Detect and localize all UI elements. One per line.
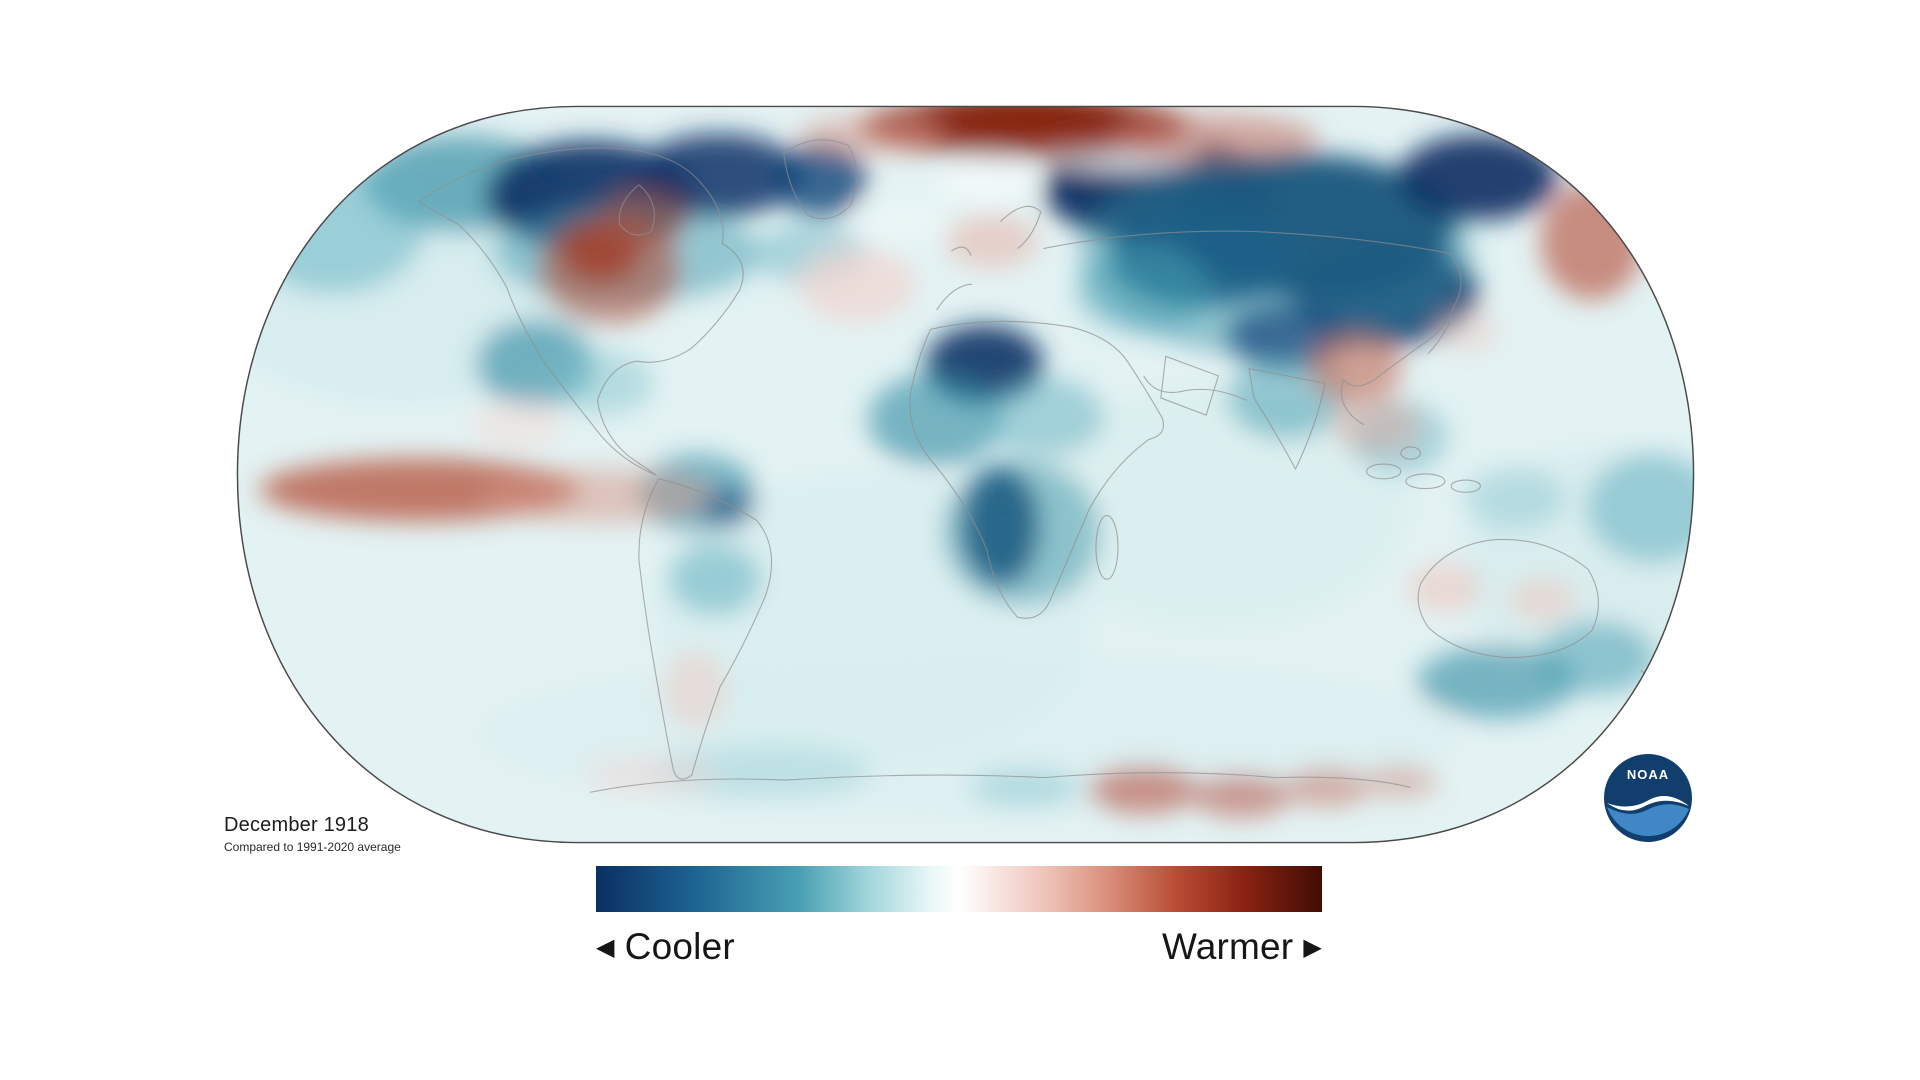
region-south-of-australia-teal (1416, 645, 1576, 719)
region-east-australia-warm (1508, 577, 1578, 623)
region-arctic-warm-east (1110, 113, 1319, 163)
anomaly-map-svg (236, 105, 1695, 844)
region-antarctic-warm-2 (1192, 773, 1291, 819)
coast-hudson-bay (618, 184, 655, 236)
region-south-brazil-teal (668, 542, 762, 616)
map-outline (236, 105, 1695, 844)
map-baseline-subtitle: Compared to 1991-2020 average (224, 840, 401, 854)
cooler-legend: ◀ Cooler (596, 926, 735, 968)
coast-madagascar (1095, 514, 1119, 580)
anomaly-map (235, 104, 1696, 845)
warmer-arrow-icon: ▶ (1303, 934, 1322, 961)
coast-india (1248, 367, 1326, 471)
region-amazon-cold-spot (700, 488, 755, 528)
region-antarctic-warm-left (584, 755, 719, 795)
coast-arabia (1160, 355, 1220, 416)
region-east-of-new-zealand-teal (1538, 620, 1656, 695)
noaa-bird-icon (1607, 796, 1689, 811)
coastlines (417, 139, 1650, 793)
region-central-africa-teal (982, 377, 1105, 456)
region-arctic-warm-band (859, 106, 1191, 158)
anomaly-colorbar (596, 866, 1322, 912)
coast-asia (1043, 230, 1462, 426)
region-arctic-warm-west (798, 115, 946, 155)
coast-south-america (638, 478, 773, 780)
region-chukotka-cold (1398, 134, 1558, 221)
coast-indonesia (1366, 446, 1482, 493)
region-northeast-pacific-teal (241, 159, 425, 294)
warmer-label: Warmer (1161, 926, 1294, 967)
coast-australia (1417, 538, 1599, 659)
region-japan-east-warm (1431, 308, 1501, 353)
region-south-pacific-warm-tail (479, 468, 713, 523)
region-quebec-warm (602, 187, 689, 247)
map-date-title: December 1918 (224, 814, 369, 836)
coast-japan (1427, 321, 1451, 355)
cooler-arrow-icon: ◀ (596, 934, 615, 961)
region-far-east-pacific-teal (1585, 453, 1694, 564)
region-east-china-warm (1309, 330, 1403, 405)
region-antarctic-warm-4 (1364, 764, 1438, 799)
region-argentina-warm (663, 650, 728, 729)
noaa-logo-lower-field (1607, 804, 1689, 837)
region-norway-white-gap (936, 155, 1040, 205)
region-southeast-asia-warm (1332, 395, 1421, 455)
legend-labels: ◀ Cooler Warmer ▶ (596, 926, 1322, 968)
noaa-logo: NOAA (1604, 754, 1692, 842)
region-antarctic-warm-3 (1284, 767, 1371, 808)
region-wash-indian-ocean (1018, 385, 1411, 631)
coast-greenland (783, 139, 858, 220)
region-west-africa-teal (868, 373, 1003, 467)
region-caspian-teal (1076, 247, 1212, 334)
region-hudson-arctic-cold (635, 133, 803, 217)
coast-europe (936, 205, 1042, 311)
cooler-label: Cooler (624, 926, 735, 967)
caption-block: December 1918 Compared to 1991-2020 aver… (224, 814, 401, 854)
anomaly-blobs (237, 106, 1694, 819)
region-europe-warm (945, 214, 1039, 269)
region-antarctic-warm-1 (1088, 765, 1199, 815)
coast-north-america (417, 147, 744, 476)
region-coral-sea-teal (1463, 466, 1567, 531)
warmer-legend: Warmer ▶ (1162, 926, 1322, 968)
region-mid-atlantic-warm (798, 248, 916, 323)
noaa-logo-text: NOAA (1627, 767, 1669, 782)
region-bering-east-warm (1540, 182, 1644, 300)
region-north-atlantic-white (853, 197, 952, 247)
coast-africa (909, 320, 1165, 619)
region-southern-africa-teal-halo (941, 459, 1101, 607)
coast-antarctica (590, 772, 1411, 793)
region-mexico-west-warm (470, 400, 564, 450)
region-antarctic-center-teal (969, 767, 1081, 808)
